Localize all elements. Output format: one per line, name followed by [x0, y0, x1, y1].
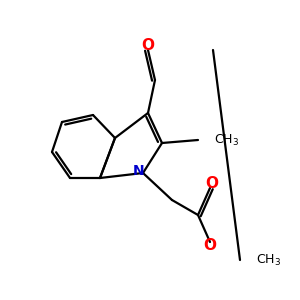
Text: O: O — [142, 38, 154, 53]
Text: CH$_3$: CH$_3$ — [214, 132, 239, 148]
Text: O: O — [206, 176, 218, 191]
Text: N: N — [133, 164, 145, 178]
Text: CH$_3$: CH$_3$ — [256, 253, 281, 268]
Text: O: O — [203, 238, 217, 253]
